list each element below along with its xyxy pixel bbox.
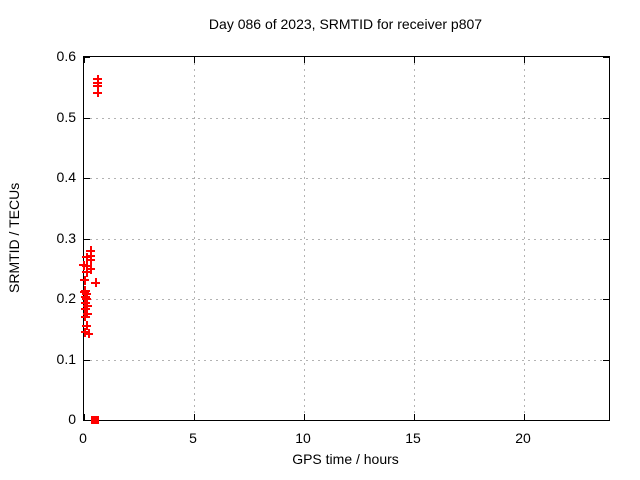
x-tick-mark [84, 414, 85, 420]
data-point-marker [86, 251, 96, 261]
y-tick-mark [84, 238, 90, 240]
y-axis-label: SRMTID / TECUs [6, 182, 22, 293]
x-tick-mark [414, 57, 415, 63]
data-point-marker [80, 312, 90, 322]
gridline-horizontal [84, 299, 609, 300]
gridline-vertical [414, 57, 415, 420]
data-point-marker [80, 298, 90, 308]
y-tick-mark [603, 359, 609, 361]
x-tick-mark [524, 57, 525, 63]
y-tick-mark [84, 117, 90, 119]
y-tick-mark [84, 57, 90, 58]
y-tick-mark [603, 299, 609, 300]
y-tick-label: 0.4 [56, 169, 76, 185]
y-tick-label: 0 [68, 411, 76, 427]
data-point-marker [86, 264, 96, 274]
x-tick-mark [414, 414, 415, 420]
gridline-horizontal [84, 359, 609, 361]
x-tick-mark [194, 57, 195, 63]
y-tick-mark [84, 359, 90, 361]
x-tick-label: 20 [515, 430, 531, 446]
data-point-marker [82, 309, 92, 319]
x-tick-label: 5 [189, 430, 197, 446]
y-tick-mark [603, 420, 609, 421]
data-point-marker [80, 327, 90, 337]
y-tick-label: 0.5 [56, 108, 76, 125]
y-tick-mark [603, 238, 609, 240]
gridline-vertical [194, 57, 195, 420]
data-point-marker [82, 252, 92, 262]
x-tick-label: 10 [295, 430, 311, 446]
gridline-horizontal [84, 178, 609, 179]
x-tick-label: 15 [405, 430, 421, 446]
data-point-marker [80, 292, 90, 302]
plot-area [79, 56, 610, 424]
data-point-marker [82, 267, 92, 277]
data-point-marker [93, 88, 103, 98]
y-tick-label: 0.3 [56, 229, 76, 246]
data-point-marker [80, 304, 90, 314]
data-point-marker [82, 321, 92, 331]
data-point-marker [84, 329, 94, 339]
data-point-marker [86, 255, 96, 265]
data-point-marker [82, 294, 92, 303]
gridline-vertical [524, 57, 525, 420]
data-point-marker [82, 301, 92, 311]
y-tick-mark [603, 117, 609, 119]
gridline-vertical [304, 57, 305, 420]
x-tick-mark [84, 57, 85, 63]
x-tick-mark [524, 414, 525, 420]
gridline-horizontal [84, 117, 609, 119]
y-tick-label: 0.1 [56, 350, 76, 367]
y-tick-mark [84, 178, 90, 179]
x-tick-mark [304, 57, 305, 63]
x-tick-mark [194, 414, 195, 420]
y-tick-label: 0.2 [56, 290, 76, 306]
data-point-marker [80, 275, 90, 285]
y-tick-label: 0.6 [56, 48, 76, 64]
data-point-marker [93, 81, 103, 91]
y-tick-mark [84, 420, 90, 421]
gridline-horizontal [84, 238, 609, 240]
y-tick-mark [603, 178, 609, 179]
data-point-marker [79, 260, 89, 270]
chart-title: Day 086 of 2023, SRMTID for receiver p80… [208, 16, 483, 32]
data-point-marker [91, 416, 99, 424]
data-point-marker [82, 261, 92, 271]
y-tick-mark [603, 57, 609, 58]
x-tick-mark [304, 414, 305, 420]
x-tick-label: 0 [79, 430, 87, 446]
data-point-marker [91, 278, 101, 288]
x-axis-label: GPS time / hours [292, 451, 399, 467]
data-point-marker [86, 246, 96, 256]
